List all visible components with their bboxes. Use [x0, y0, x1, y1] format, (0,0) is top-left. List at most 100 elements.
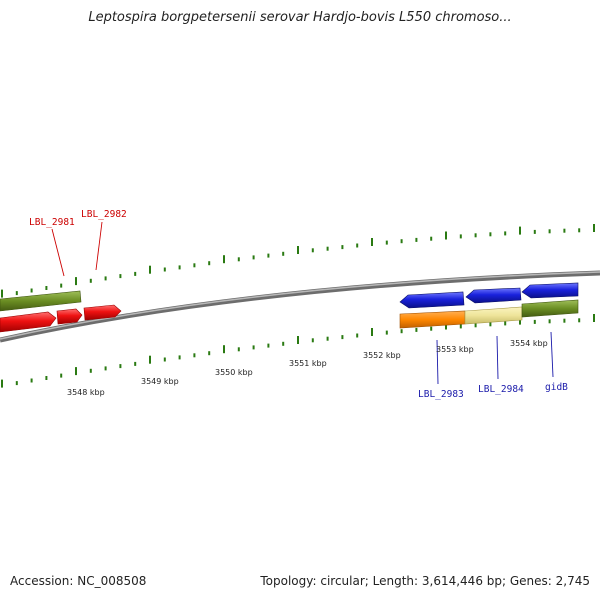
tick-minor	[252, 255, 255, 260]
tick-minor	[163, 267, 166, 272]
gene-bar-orange	[399, 310, 466, 329]
gene-arrow-lbl-2982	[83, 304, 122, 321]
tick-minor	[489, 232, 492, 237]
scale-label-3549: 3549 kbp	[141, 377, 179, 386]
tick-major	[223, 255, 225, 264]
tick-major	[593, 314, 595, 322]
tick-minor	[415, 327, 418, 332]
tick-minor	[237, 257, 240, 262]
tick-minor	[326, 246, 329, 251]
gene-arrow-gidb	[521, 282, 579, 299]
tick-minor	[60, 373, 63, 378]
tick-minor	[400, 329, 403, 334]
tick-minor	[119, 364, 122, 369]
tick-minor	[119, 274, 122, 279]
tick-minor	[415, 237, 418, 242]
tick-minor	[282, 251, 285, 256]
tick-minor	[193, 263, 196, 268]
tick-minor	[178, 355, 181, 360]
tick-minor	[208, 261, 211, 266]
tick-major	[445, 231, 447, 240]
gene-label-lbl-2981[interactable]: LBL_2981	[29, 217, 75, 228]
tick-minor	[533, 319, 536, 324]
tick-minor	[385, 240, 388, 245]
tick-minor	[178, 265, 181, 270]
tick-minor	[430, 326, 433, 331]
leader-lbl-2984	[496, 335, 499, 380]
gene-label-lbl-2984[interactable]: LBL_2984	[478, 384, 524, 395]
leader-lbl-2981	[51, 228, 65, 277]
gene-bar-olive-right	[521, 299, 579, 318]
scale-label-3554: 3554 kbp	[510, 339, 548, 348]
tick-minor	[193, 353, 196, 358]
tick-minor	[89, 368, 92, 373]
map-title: Leptospira borgpetersenii serovar Hardjo…	[88, 10, 512, 25]
tick-minor	[163, 357, 166, 362]
tick-minor	[356, 333, 359, 338]
tick-minor	[30, 378, 33, 383]
tick-minor	[341, 245, 344, 250]
tick-minor	[45, 286, 48, 290]
gene-bar-khaki	[464, 306, 523, 325]
tick-major	[75, 367, 77, 376]
tick-major	[1, 289, 3, 298]
tick-minor	[208, 351, 211, 356]
tick-minor	[45, 376, 48, 380]
scale-label-3548: 3548 kbp	[67, 388, 105, 397]
tick-minor	[578, 318, 581, 323]
tick-minor	[282, 341, 285, 346]
tick-major	[445, 321, 447, 330]
gene-label-gidb[interactable]: gidB	[545, 382, 568, 393]
gene-arrow-lbl-2981	[56, 308, 83, 325]
tick-minor	[30, 288, 33, 293]
tick-minor	[459, 324, 462, 329]
tick-row-upper	[1, 224, 595, 298]
leader-lbl-2983	[436, 339, 439, 385]
tick-minor	[489, 322, 492, 327]
tick-major	[371, 328, 373, 336]
tick-minor	[104, 276, 107, 281]
tick-minor	[563, 228, 566, 233]
tick-minor	[252, 345, 255, 350]
tick-minor	[237, 347, 240, 352]
tick-minor	[356, 243, 359, 248]
accession-text: Accession: NC_008508	[10, 574, 147, 588]
gene-arrow-lbl-2984	[465, 287, 522, 304]
gene-label-lbl-2983[interactable]: LBL_2983	[418, 389, 464, 400]
tick-minor	[430, 236, 433, 241]
tick-minor	[267, 343, 270, 348]
tick-minor	[341, 335, 344, 340]
tick-minor	[563, 318, 566, 323]
tick-minor	[60, 283, 63, 288]
tick-minor	[578, 228, 581, 233]
tick-row-lower	[1, 314, 595, 388]
tick-minor	[134, 271, 137, 276]
gene-label-lbl-2982[interactable]: LBL_2982	[81, 209, 127, 220]
tick-minor	[311, 338, 314, 343]
tick-minor	[400, 239, 403, 244]
leader-lbl-2982	[95, 221, 103, 271]
tick-minor	[474, 233, 477, 238]
tick-minor	[326, 336, 329, 341]
tick-minor	[15, 291, 18, 296]
tick-minor	[134, 361, 137, 366]
tick-major	[1, 379, 3, 388]
tick-major	[593, 224, 595, 232]
tick-minor	[504, 231, 507, 236]
scale-label-3553: 3553 kbp	[436, 345, 474, 354]
tick-minor	[504, 321, 507, 326]
tick-minor	[548, 319, 551, 324]
tick-minor	[267, 253, 270, 258]
tick-major	[75, 277, 77, 286]
gene-bar-olive-left	[0, 290, 82, 312]
chromosome-backbone	[0, 270, 600, 343]
tick-minor	[533, 229, 536, 234]
tick-major	[297, 246, 299, 254]
scale-label-3552: 3552 kbp	[363, 351, 401, 360]
gene-arrow-lbl-2983	[399, 291, 465, 309]
tick-minor	[15, 381, 18, 386]
scale-label-3551: 3551 kbp	[289, 359, 327, 368]
tick-major	[519, 226, 521, 235]
tick-major	[223, 345, 225, 354]
